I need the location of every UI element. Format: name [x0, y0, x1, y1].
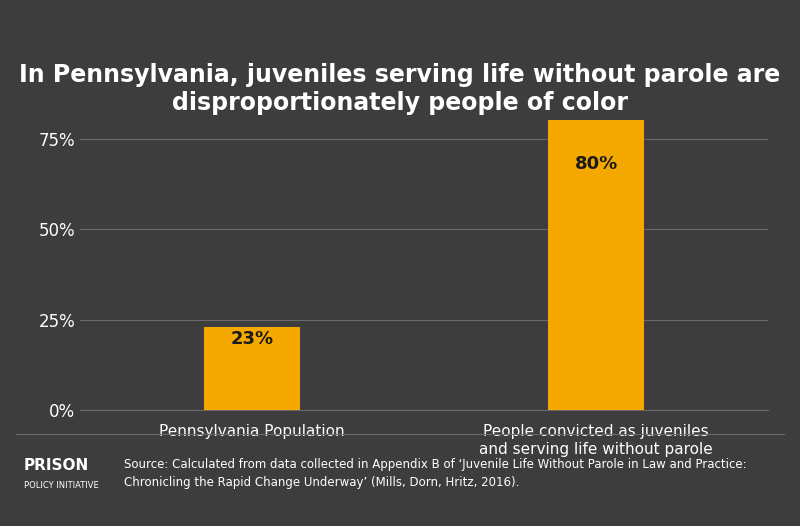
Bar	[204, 327, 300, 410]
Text: PRISON: PRISON	[24, 458, 90, 473]
Text: In Pennsylvania, juveniles serving life without parole are
disproportionately pe: In Pennsylvania, juveniles serving life …	[19, 63, 781, 115]
Text: 80%: 80%	[574, 155, 618, 173]
Text: POLICY INITIATIVE: POLICY INITIATIVE	[24, 481, 98, 490]
Bar	[548, 120, 644, 410]
Text: 23%: 23%	[230, 330, 274, 348]
Text: Source: Calculated from data collected in Appendix B of ‘Juvenile Life Without P: Source: Calculated from data collected i…	[124, 458, 746, 489]
